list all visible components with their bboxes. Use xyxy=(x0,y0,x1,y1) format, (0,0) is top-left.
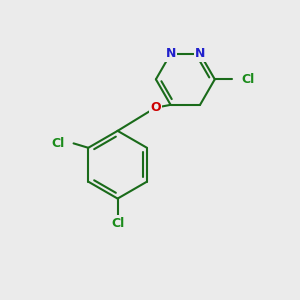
Text: Cl: Cl xyxy=(51,137,64,150)
Text: O: O xyxy=(150,101,160,114)
Text: N: N xyxy=(195,47,205,60)
Text: Cl: Cl xyxy=(242,73,255,86)
Text: Cl: Cl xyxy=(111,217,124,230)
Text: N: N xyxy=(165,47,176,60)
